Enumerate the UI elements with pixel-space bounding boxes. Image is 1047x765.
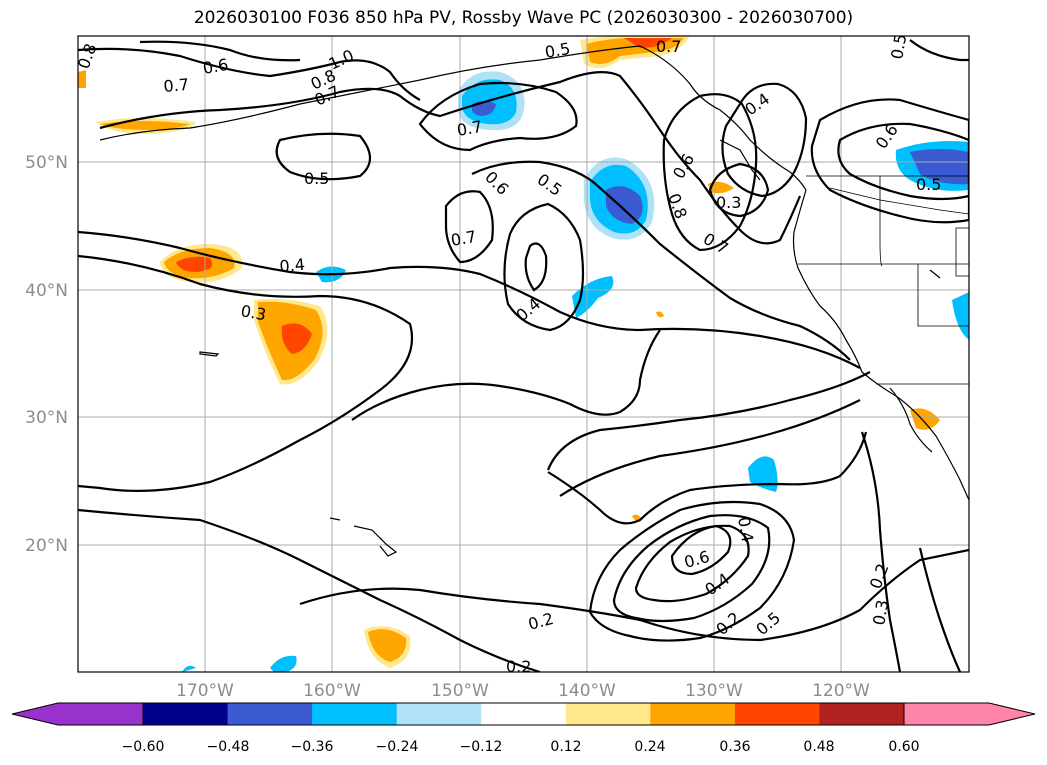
colorbar-segment bbox=[650, 703, 736, 725]
contour-label: 0.5 bbox=[304, 169, 329, 188]
colorbar-ticks: −0.60 −0.48 −0.36 −0.24 −0.12 0.12 0.24 … bbox=[122, 739, 920, 755]
map-title: 2026030100 F036 850 hPa PV, Rossby Wave … bbox=[193, 8, 854, 28]
colorbar-segment bbox=[481, 703, 567, 725]
colorbar-tick: 0.60 bbox=[888, 739, 919, 755]
map-panel bbox=[78, 36, 969, 672]
contour-label: 0.3 bbox=[869, 598, 892, 626]
map-frame bbox=[77, 35, 970, 673]
lon-label-170w: 170°W bbox=[176, 681, 234, 701]
contour-label: 0.7 bbox=[656, 37, 681, 56]
colorbar-segments bbox=[143, 703, 905, 725]
colorbar-tick: 0.36 bbox=[719, 739, 750, 755]
lat-label-40n: 40°N bbox=[25, 281, 68, 301]
colorbar: −0.60 −0.48 −0.36 −0.24 −0.12 0.12 0.24 … bbox=[11, 702, 1036, 755]
colorbar-tick: 0.12 bbox=[550, 739, 581, 755]
colorbar-tick: −0.24 bbox=[376, 739, 419, 755]
lon-label-130w: 130°W bbox=[685, 681, 743, 701]
contour-label: 0.7 bbox=[455, 117, 483, 140]
coastlines bbox=[99, 45, 969, 557]
lon-label-150w: 150°W bbox=[431, 681, 489, 701]
contour-label: 0.2 bbox=[506, 657, 531, 676]
pv-contours bbox=[78, 39, 969, 672]
colorbar-outline bbox=[142, 702, 905, 726]
lon-label-120w: 120°W bbox=[812, 681, 870, 701]
colorbar-segment bbox=[312, 703, 398, 725]
colorbar-tick: −0.12 bbox=[460, 739, 503, 755]
colorbar-tick: −0.60 bbox=[122, 739, 165, 755]
colorbar-tick: −0.48 bbox=[207, 739, 250, 755]
colorbar-segment bbox=[565, 703, 651, 725]
contour-label: 0.5 bbox=[543, 39, 571, 62]
contour-label: 0.5 bbox=[887, 32, 910, 60]
contour-label: 0.3 bbox=[239, 301, 267, 324]
anomaly-shading bbox=[78, 36, 969, 672]
gridlines bbox=[78, 36, 969, 672]
contour-label: 0.7 bbox=[449, 227, 477, 250]
colorbar-tick: −0.36 bbox=[291, 739, 334, 755]
colorbar-segment bbox=[227, 703, 313, 725]
contour-label: 0.4 bbox=[734, 515, 757, 543]
contour-label: 0.7 bbox=[163, 75, 190, 96]
colorbar-segment bbox=[143, 703, 229, 725]
colorbar-segment bbox=[396, 703, 482, 725]
lat-label-30n: 30°N bbox=[25, 408, 68, 428]
colorbar-tick: 0.24 bbox=[634, 739, 665, 755]
contour-label: 0.4 bbox=[279, 255, 306, 276]
lon-label-140w: 140°W bbox=[558, 681, 616, 701]
colorbar-segment bbox=[819, 703, 905, 725]
colorbar-extend-high bbox=[903, 702, 1036, 726]
longitude-axis: 170°W 160°W 150°W 140°W 130°W 120°W bbox=[176, 681, 870, 701]
contour-label: 0.5 bbox=[916, 175, 941, 194]
lon-label-160w: 160°W bbox=[303, 681, 361, 701]
contour-label: 0.6 bbox=[201, 55, 229, 78]
contour-label: 0.3 bbox=[716, 193, 741, 212]
colorbar-extend-low bbox=[11, 702, 144, 726]
latitude-axis: 50°N 40°N 30°N 20°N bbox=[25, 153, 68, 556]
colorbar-tick: 0.48 bbox=[803, 739, 834, 755]
colorbar-segment bbox=[734, 703, 820, 725]
lat-label-50n: 50°N bbox=[25, 153, 68, 173]
lat-label-20n: 20°N bbox=[25, 536, 68, 556]
